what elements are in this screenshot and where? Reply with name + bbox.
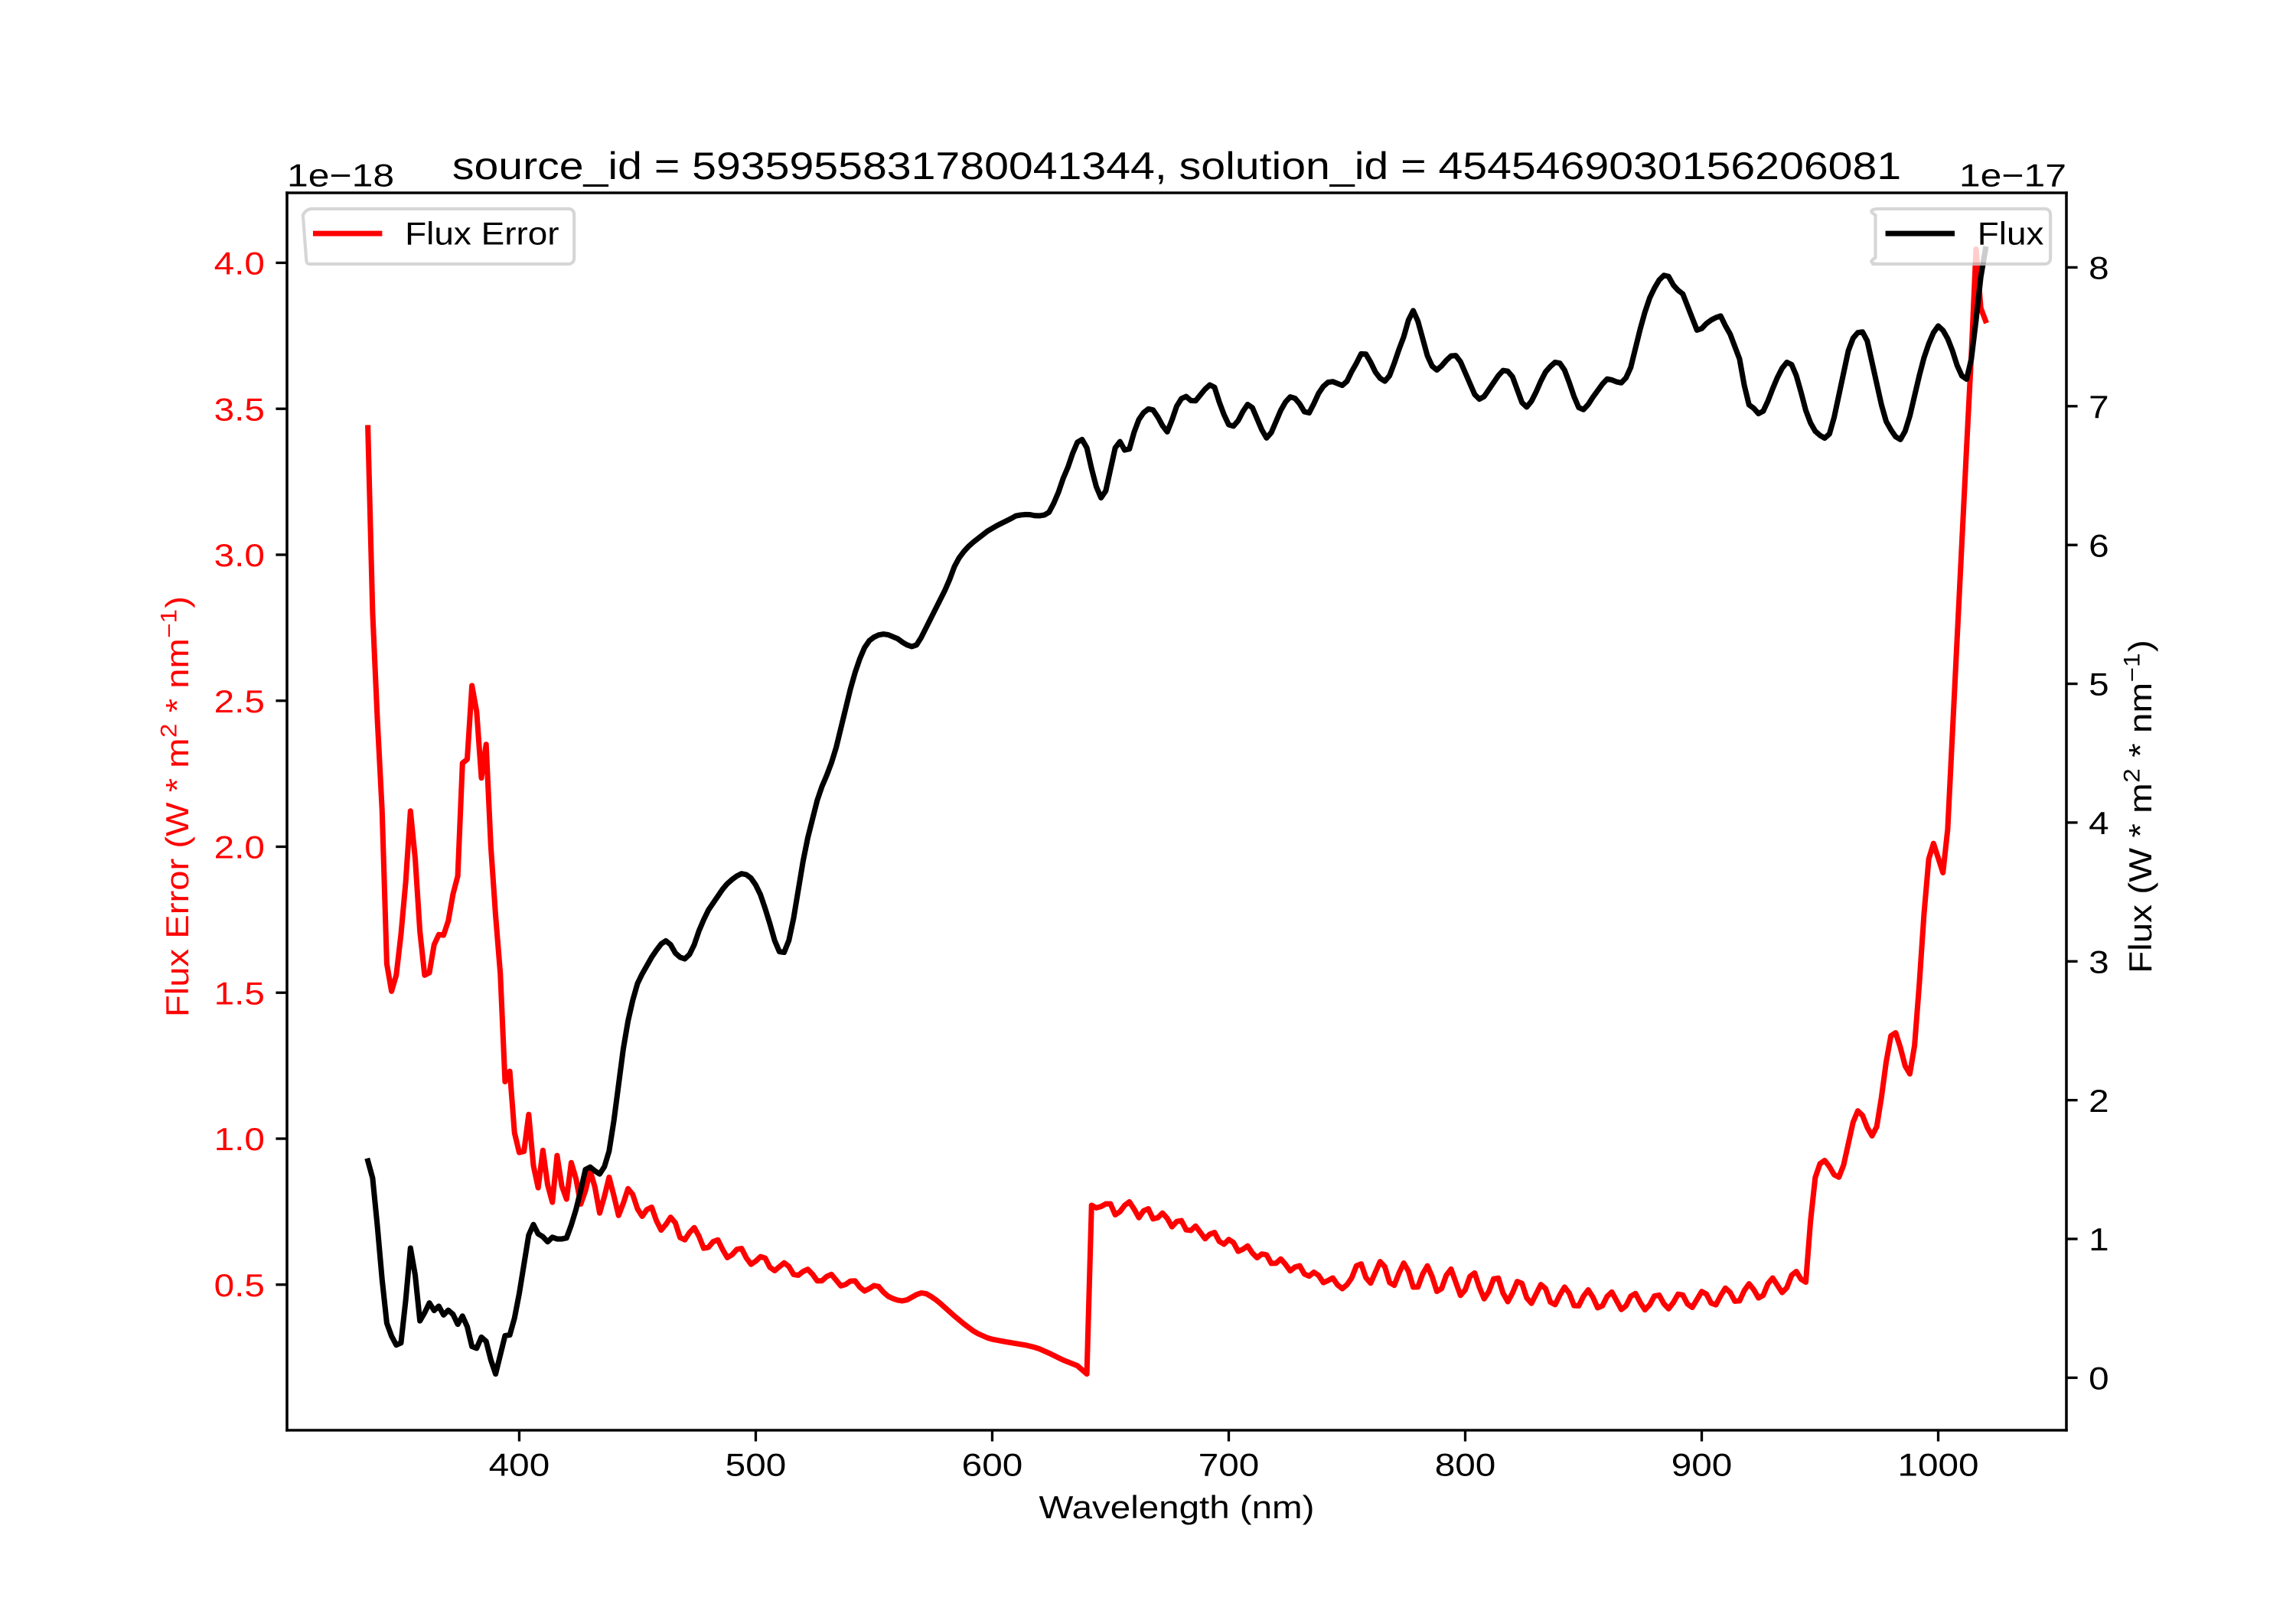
svg-text:1.5: 1.5 [214,975,265,1011]
svg-text:F l u x: F l u x ( W * m * n m ) 2 − 1 [2094,624,2163,973]
svg-text:4: 4 [2089,805,2108,841]
svg-text:800: 800 [1435,1446,1496,1482]
svg-text:Flux Error: Flux Error [405,216,559,252]
svg-text:0: 0 [2089,1360,2108,1396]
svg-text:6: 6 [2089,527,2108,563]
svg-text:4.0: 4.0 [214,246,265,282]
svg-text:0.5: 0.5 [214,1267,265,1303]
svg-text:2.0: 2.0 [214,830,265,865]
svg-text:5: 5 [2089,667,2108,702]
svg-text:3.5: 3.5 [214,391,265,427]
svg-text:1000: 1000 [1897,1446,1978,1482]
svg-text:3.0: 3.0 [214,537,265,573]
svg-text:700: 700 [1199,1446,1260,1482]
svg-text:900: 900 [1671,1446,1733,1482]
svg-text:3: 3 [2089,944,2108,980]
svg-text:Flux: Flux [1978,216,2044,252]
svg-text:1.0: 1.0 [214,1121,265,1157]
svg-text:1e−18: 1e−18 [287,158,394,194]
svg-text:400: 400 [489,1446,550,1482]
svg-text:600: 600 [962,1446,1023,1482]
svg-text:1e−17: 1e−17 [1959,158,2066,194]
svg-text:source_id = 593595583178004134: source_id = 5935955831780041344, solutio… [452,145,1901,187]
svg-text:F l u x: F l u x E r r o r ( W * m * n m ) [130,580,199,1017]
svg-text:2: 2 [2089,1083,2108,1119]
svg-text:500: 500 [726,1446,787,1482]
svg-text:2.5: 2.5 [214,683,265,719]
svg-text:8: 8 [2089,250,2108,286]
svg-text:7: 7 [2089,389,2108,425]
svg-text:Wavelength (nm): Wavelength (nm) [1039,1489,1315,1525]
svg-text:1: 1 [2089,1221,2108,1257]
